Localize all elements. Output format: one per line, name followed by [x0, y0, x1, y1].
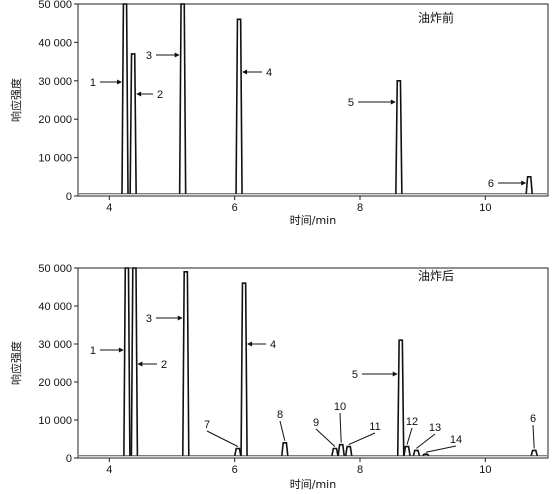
peak-arrow-11	[348, 432, 376, 446]
peak-label-14: 14	[450, 434, 462, 446]
peak-4	[235, 18, 243, 194]
arrow-head	[174, 52, 180, 58]
y-tick-label: 20 000	[38, 114, 72, 126]
condition-label: 油炸前	[418, 10, 454, 25]
peak-label-12: 12	[406, 416, 418, 428]
peak-label-6: 6	[530, 413, 536, 425]
peak-7	[234, 447, 242, 456]
peak-arrow-10	[339, 412, 342, 443]
arrow-head	[136, 91, 142, 97]
arrow-head	[247, 341, 253, 347]
arrow-head	[392, 371, 398, 377]
arrow-head	[117, 79, 122, 85]
peak-label-2: 2	[161, 359, 167, 371]
peak-arrow-12	[406, 427, 413, 445]
condition-label: 油炸后	[418, 269, 454, 283]
x-axis-label: 时间/min	[290, 214, 336, 227]
plot-frame	[77, 3, 549, 197]
peak-arrow-7	[206, 430, 239, 447]
arrow-head	[118, 347, 124, 353]
y-tick-label: 0	[66, 453, 72, 465]
peak-label-2: 2	[157, 89, 163, 101]
peak-label-4: 4	[270, 339, 276, 351]
peak-2	[130, 267, 139, 456]
peak-arrow-13	[416, 433, 436, 449]
arrow-head	[390, 99, 396, 105]
y-tick-label: 10 000	[38, 415, 72, 427]
x-tick-label: 8	[357, 202, 363, 214]
peak-1	[123, 267, 131, 456]
peak-arrow-9	[315, 428, 336, 447]
x-tick-label: 6	[232, 464, 238, 476]
peak-4	[240, 282, 248, 456]
peak-6	[530, 449, 538, 456]
peak-label-4: 4	[266, 67, 272, 79]
peak-5	[396, 339, 405, 456]
y-tick-label: 0	[66, 191, 72, 203]
x-tick-label: 10	[479, 202, 491, 214]
x-axis-label: 时间/min	[290, 478, 336, 491]
peak-13	[412, 449, 421, 456]
arrow-head	[177, 315, 183, 321]
y-tick-label: 30 000	[38, 339, 72, 351]
y-tick-label: 40 000	[38, 301, 72, 313]
peak-arrow-8	[279, 420, 286, 441]
peak-5	[395, 80, 403, 194]
peak-label-3: 3	[146, 313, 152, 325]
peak-arrow-14	[425, 445, 457, 453]
x-tick-label: 10	[479, 464, 491, 476]
peak-label-6: 6	[488, 178, 494, 190]
peak-label-1: 1	[90, 77, 96, 89]
peak-3	[181, 271, 190, 456]
arrow-head	[242, 69, 248, 75]
peak-label-11: 11	[369, 421, 380, 433]
x-tick-label: 4	[106, 202, 112, 214]
peak-1	[121, 3, 129, 194]
chart-panel-2: 0 10 000 20 000 30 000 40 000 50 000 4 6 8 10 时间/m…	[9, 263, 549, 491]
peak-9	[331, 447, 339, 456]
peak-8	[281, 442, 289, 456]
y-tick-label: 10 000	[38, 153, 72, 165]
peak-12	[403, 445, 411, 456]
y-axis-label: 响应强度	[9, 78, 23, 122]
peak-label-5: 5	[348, 97, 354, 109]
peak-3	[178, 3, 187, 194]
peak-label-7: 7	[204, 419, 210, 431]
peak-arrow-6	[532, 424, 535, 449]
x-tick-label: 8	[357, 464, 363, 476]
y-tick-label: 20 000	[38, 377, 72, 389]
y-tick-label: 50 000	[38, 0, 72, 11]
y-tick-label: 50 000	[38, 263, 72, 275]
chart-panel-1: 0 10 000 20 000 30 000 40 000 50 000 4 6 8 10 时间/m…	[9, 0, 549, 227]
arrow-head	[521, 180, 527, 186]
peak-2	[129, 53, 137, 194]
peak-label-5: 5	[352, 369, 358, 381]
y-axis-label: 响应强度	[9, 341, 23, 385]
peak-label-9: 9	[313, 417, 319, 429]
plot-frame	[77, 267, 549, 459]
peak-label-13: 13	[429, 422, 441, 434]
peak-label-8: 8	[277, 409, 283, 421]
peak-label-1: 1	[90, 345, 96, 357]
y-tick-label: 30 000	[38, 76, 72, 88]
peak-14	[422, 453, 430, 457]
arrow-head	[137, 361, 143, 367]
x-tick-label: 4	[106, 464, 112, 476]
peak-label-10: 10	[334, 401, 346, 413]
peak-6	[525, 176, 533, 194]
y-tick-label: 40 000	[38, 37, 72, 49]
peak-10	[337, 443, 345, 456]
peak-11	[344, 445, 353, 456]
peak-label-3: 3	[146, 50, 152, 62]
x-tick-label: 6	[232, 202, 238, 214]
